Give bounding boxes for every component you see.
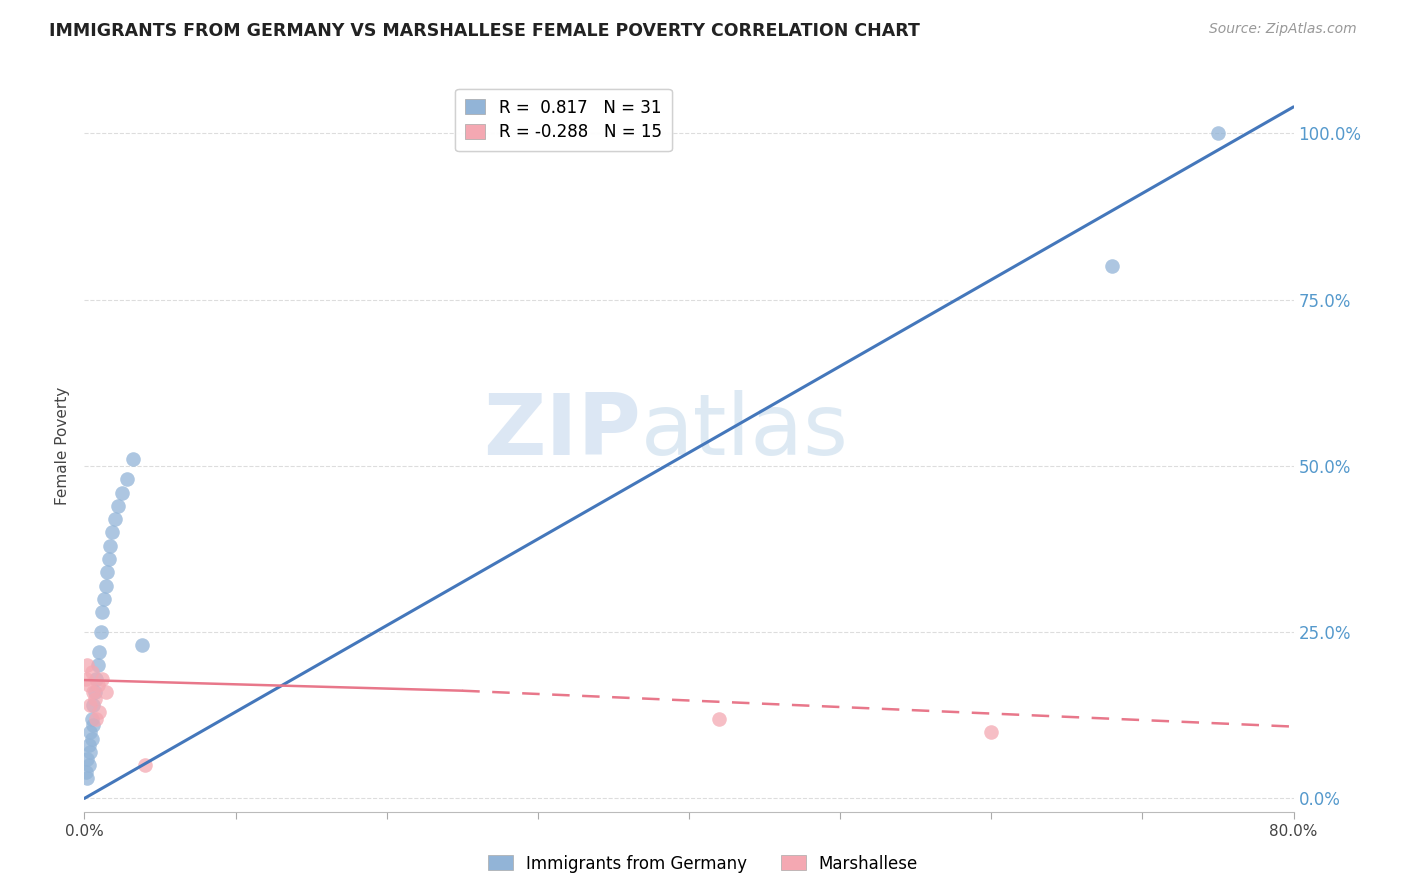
Point xyxy=(100,525,122,540)
Point xyxy=(111,485,134,500)
Point xyxy=(79,725,101,739)
Point xyxy=(97,552,120,566)
Point xyxy=(84,691,107,706)
Text: atlas: atlas xyxy=(641,390,849,473)
Point xyxy=(134,758,156,772)
Point xyxy=(75,672,97,686)
Point xyxy=(709,712,731,726)
Point xyxy=(86,672,108,686)
Point xyxy=(82,718,104,732)
Point xyxy=(98,539,121,553)
Point xyxy=(107,499,129,513)
Point xyxy=(121,452,143,467)
Point xyxy=(980,725,1002,739)
Point xyxy=(76,658,98,673)
Point xyxy=(96,566,118,580)
Legend: R =  0.817   N = 31, R = -0.288   N = 15: R = 0.817 N = 31, R = -0.288 N = 15 xyxy=(456,88,672,152)
Y-axis label: Female Poverty: Female Poverty xyxy=(55,387,70,505)
Point xyxy=(91,672,114,686)
Point xyxy=(82,685,104,699)
Point xyxy=(86,712,108,726)
Point xyxy=(80,665,103,679)
Text: IMMIGRANTS FROM GERMANY VS MARSHALLESE FEMALE POVERTY CORRELATION CHART: IMMIGRANTS FROM GERMANY VS MARSHALLESE F… xyxy=(49,22,920,40)
Point xyxy=(94,579,117,593)
Point xyxy=(80,712,103,726)
Point xyxy=(82,698,104,713)
Point xyxy=(93,591,115,606)
Point xyxy=(90,625,112,640)
Point xyxy=(77,678,100,692)
Legend: Immigrants from Germany, Marshallese: Immigrants from Germany, Marshallese xyxy=(481,848,925,880)
Point xyxy=(1101,260,1123,274)
Text: ZIP: ZIP xyxy=(482,390,641,473)
Point xyxy=(87,658,110,673)
Point xyxy=(89,645,111,659)
Point xyxy=(1206,127,1229,141)
Text: Source: ZipAtlas.com: Source: ZipAtlas.com xyxy=(1209,22,1357,37)
Point xyxy=(91,605,114,619)
Point xyxy=(75,764,97,779)
Point xyxy=(87,678,110,692)
Point xyxy=(104,512,127,526)
Point xyxy=(79,745,101,759)
Point xyxy=(76,772,98,786)
Point xyxy=(131,639,153,653)
Point xyxy=(80,731,103,746)
Point xyxy=(115,472,138,486)
Point xyxy=(79,698,101,713)
Point xyxy=(76,751,98,765)
Point xyxy=(94,685,117,699)
Point xyxy=(77,738,100,752)
Point xyxy=(89,705,111,719)
Point xyxy=(77,758,100,772)
Point xyxy=(84,685,107,699)
